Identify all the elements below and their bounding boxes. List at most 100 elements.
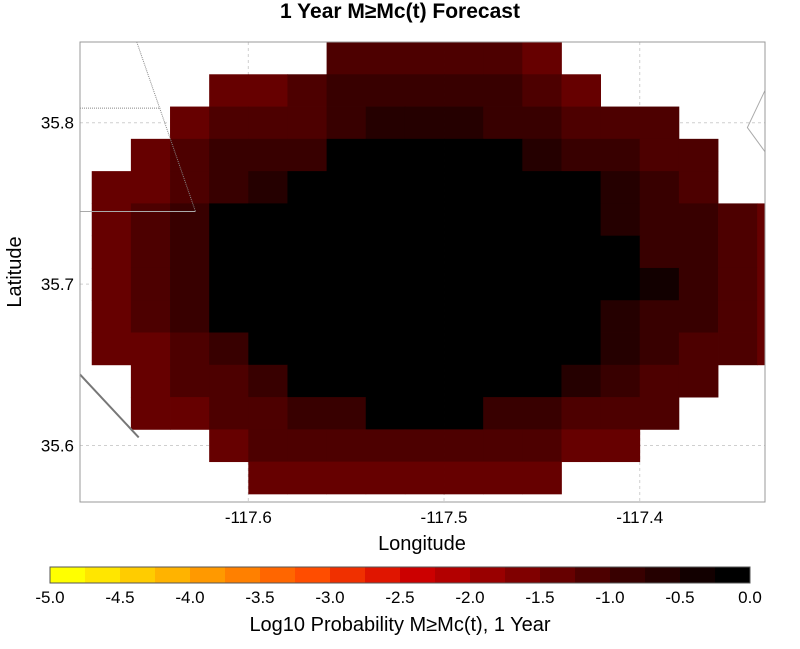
heatmap-cell xyxy=(365,300,406,333)
colorbar-tick-label: -2.0 xyxy=(455,588,484,607)
heatmap-cell xyxy=(444,106,484,140)
colorbar-tick-label: -5.0 xyxy=(35,588,64,607)
heatmap-cell xyxy=(404,106,445,140)
heatmap-cell xyxy=(326,42,367,75)
heatmap-cell xyxy=(326,235,367,269)
heatmap-cell xyxy=(757,267,766,301)
x-tick-label: -117.4 xyxy=(616,508,663,527)
heatmap-cell xyxy=(209,74,249,107)
colorbar-segment xyxy=(225,567,261,583)
heatmap-cell xyxy=(522,138,562,172)
heatmap-cell xyxy=(209,332,249,366)
heatmap-cell xyxy=(522,106,562,140)
heatmap-cell xyxy=(444,42,484,75)
heatmap-cell xyxy=(718,235,758,269)
heatmap-cell xyxy=(170,203,210,237)
heatmap-cell xyxy=(444,397,484,430)
heatmap-cell xyxy=(561,235,601,269)
heatmap-cell xyxy=(522,397,562,430)
heatmap-cell xyxy=(639,267,680,301)
heatmap-cell xyxy=(365,332,406,366)
heatmap-cell xyxy=(678,300,719,333)
heatmap-cell xyxy=(248,300,288,333)
colorbar-segment xyxy=(645,567,681,583)
heatmap-cell xyxy=(561,267,601,301)
heatmap-cell xyxy=(365,138,406,172)
heatmap-cell xyxy=(91,203,132,237)
heatmap-cell xyxy=(130,235,171,269)
heatmap-cell xyxy=(209,397,249,430)
heatmap-cell xyxy=(404,138,445,172)
heatmap-cell xyxy=(639,171,680,204)
heatmap-cell xyxy=(483,429,523,463)
heatmap-cell xyxy=(287,300,327,333)
heatmap-cell xyxy=(678,364,719,398)
heatmap-cell xyxy=(248,332,288,366)
colorbar-tick-label: -4.0 xyxy=(175,588,204,607)
heatmap-cell xyxy=(209,203,249,237)
heatmap-cell xyxy=(365,461,406,495)
heatmap-cell xyxy=(600,364,641,398)
colorbar-segment xyxy=(85,567,121,583)
colorbar-tick-label: -1.0 xyxy=(595,588,624,607)
heatmap-cell xyxy=(404,74,445,107)
colorbar-segment xyxy=(295,567,331,583)
heatmap-cell xyxy=(522,300,562,333)
heatmap-cell xyxy=(130,267,171,301)
heatmap-cell xyxy=(287,106,327,140)
heatmap-cell xyxy=(444,267,484,301)
heatmap-cell xyxy=(404,429,445,463)
heatmap-cell xyxy=(522,267,562,301)
colorbar-segment xyxy=(50,567,86,583)
heatmap-cell xyxy=(522,74,562,107)
heatmap-cell xyxy=(718,267,758,301)
heatmap-cell xyxy=(209,364,249,398)
heatmap-cell xyxy=(170,397,210,430)
heatmap-cell xyxy=(248,74,288,107)
heatmap-cell xyxy=(365,235,406,269)
heatmap-cell xyxy=(678,171,719,204)
y-axis-ticks: 35.6 35.7 35.8 xyxy=(41,114,74,456)
heatmap-cell xyxy=(287,171,327,204)
colorbar-segment xyxy=(190,567,226,583)
heatmap-cell xyxy=(444,203,484,237)
heatmap-cell xyxy=(326,332,367,366)
heatmap-cell xyxy=(522,461,562,495)
y-axis-label: Latitude xyxy=(4,236,26,307)
heatmap-cell xyxy=(639,138,680,172)
heatmap-cell xyxy=(326,203,367,237)
colorbar-segment xyxy=(365,567,401,583)
heatmap-cell xyxy=(287,332,327,366)
heatmap-cell xyxy=(170,138,210,172)
heatmap-cell xyxy=(365,203,406,237)
heatmap-cell xyxy=(170,235,210,269)
heatmap-cell xyxy=(248,461,288,495)
colorbar-segment xyxy=(330,567,366,583)
colorbar-tick-label: -1.5 xyxy=(525,588,554,607)
x-tick-label: -117.6 xyxy=(225,508,272,527)
heatmap-cell xyxy=(483,461,523,495)
heatmap-cell xyxy=(757,300,766,333)
heatmap-cell xyxy=(248,138,288,172)
heatmap-cell xyxy=(248,106,288,140)
heatmap-cell xyxy=(718,300,758,333)
heatmap-cell xyxy=(365,397,406,430)
heatmap-cell xyxy=(326,397,367,430)
heatmap-cell xyxy=(444,429,484,463)
colorbar-segment xyxy=(505,567,541,583)
border-line xyxy=(746,90,766,153)
heatmap-cell xyxy=(91,235,132,269)
heatmap-cell xyxy=(209,429,249,463)
heatmap-cell xyxy=(326,429,367,463)
heatmap-cell xyxy=(678,332,719,366)
heatmap-cell xyxy=(326,74,367,107)
heatmap-cell xyxy=(444,171,484,204)
heatmap-cell xyxy=(91,171,132,204)
colorbar-segment xyxy=(435,567,471,583)
heatmap-cell xyxy=(483,138,523,172)
colorbar-border xyxy=(49,566,751,584)
heatmap-cell xyxy=(483,267,523,301)
heatmap-cell xyxy=(326,106,367,140)
heatmap-cell xyxy=(287,429,327,463)
